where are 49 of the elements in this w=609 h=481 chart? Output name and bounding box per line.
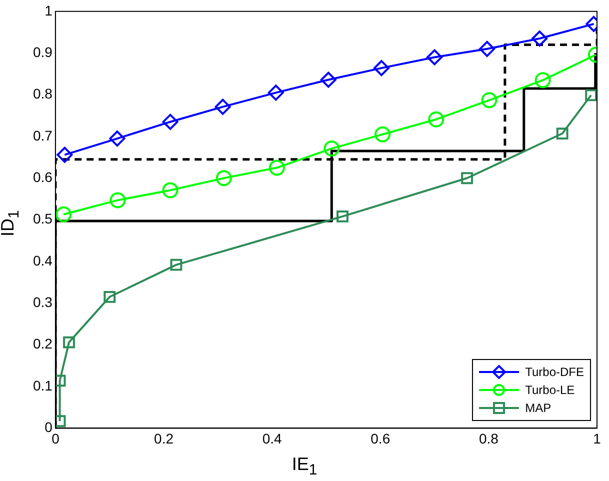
- y-tick-label: 0.9: [32, 44, 53, 60]
- point: [534, 72, 551, 88]
- point: [55, 415, 66, 428]
- x-tick-label: 0.8: [478, 430, 499, 446]
- x-tick-label: 0.2: [154, 430, 174, 446]
- point: [63, 336, 75, 348]
- point: [268, 160, 285, 176]
- y-tick-label: 0.2: [32, 336, 53, 352]
- point: [162, 182, 178, 198]
- point: [56, 206, 72, 222]
- point: [170, 258, 182, 271]
- y-tick-label: 0.6: [32, 168, 53, 185]
- legend-label: Turbo-DFE: [525, 364, 584, 381]
- x-tick-label: 0.4: [262, 430, 282, 446]
- point: [532, 30, 548, 46]
- y-tick-label: 0.4: [32, 252, 53, 268]
- y-tick-label: 0.1: [32, 377, 53, 394]
- point: [336, 210, 348, 222]
- point: [585, 89, 597, 102]
- point: [556, 128, 568, 140]
- point: [373, 60, 390, 76]
- point: [320, 72, 336, 88]
- point: [110, 192, 126, 208]
- y-tick-label: 1: [44, 2, 53, 18]
- x-axis-title: IE$_{1}$: [290, 454, 318, 479]
- y-tick-label: 0.8: [32, 86, 53, 102]
- point: [426, 49, 443, 66]
- y-tick-label: 0: [44, 419, 53, 436]
- legend-label: MAP: [525, 400, 552, 417]
- y-tick-label: 0.7: [32, 127, 53, 144]
- point: [374, 126, 391, 142]
- point: [214, 98, 231, 115]
- legend-label: Turbo-LE: [525, 382, 575, 399]
- y-tick-label: 0.3: [32, 294, 53, 310]
- point: [216, 170, 232, 186]
- point: [104, 290, 116, 303]
- y-tick-label: 0.5: [32, 210, 53, 227]
- point: [55, 374, 66, 387]
- point: [162, 114, 178, 130]
- point: [461, 172, 473, 184]
- point: [481, 92, 498, 108]
- point: [56, 146, 73, 163]
- point: [428, 111, 444, 128]
- x-tick-label: 0.6: [370, 430, 390, 446]
- point: [109, 130, 126, 147]
- point: [268, 84, 284, 101]
- point: [479, 40, 496, 57]
- x-tick-label: 1: [593, 430, 602, 446]
- point: [324, 140, 340, 157]
